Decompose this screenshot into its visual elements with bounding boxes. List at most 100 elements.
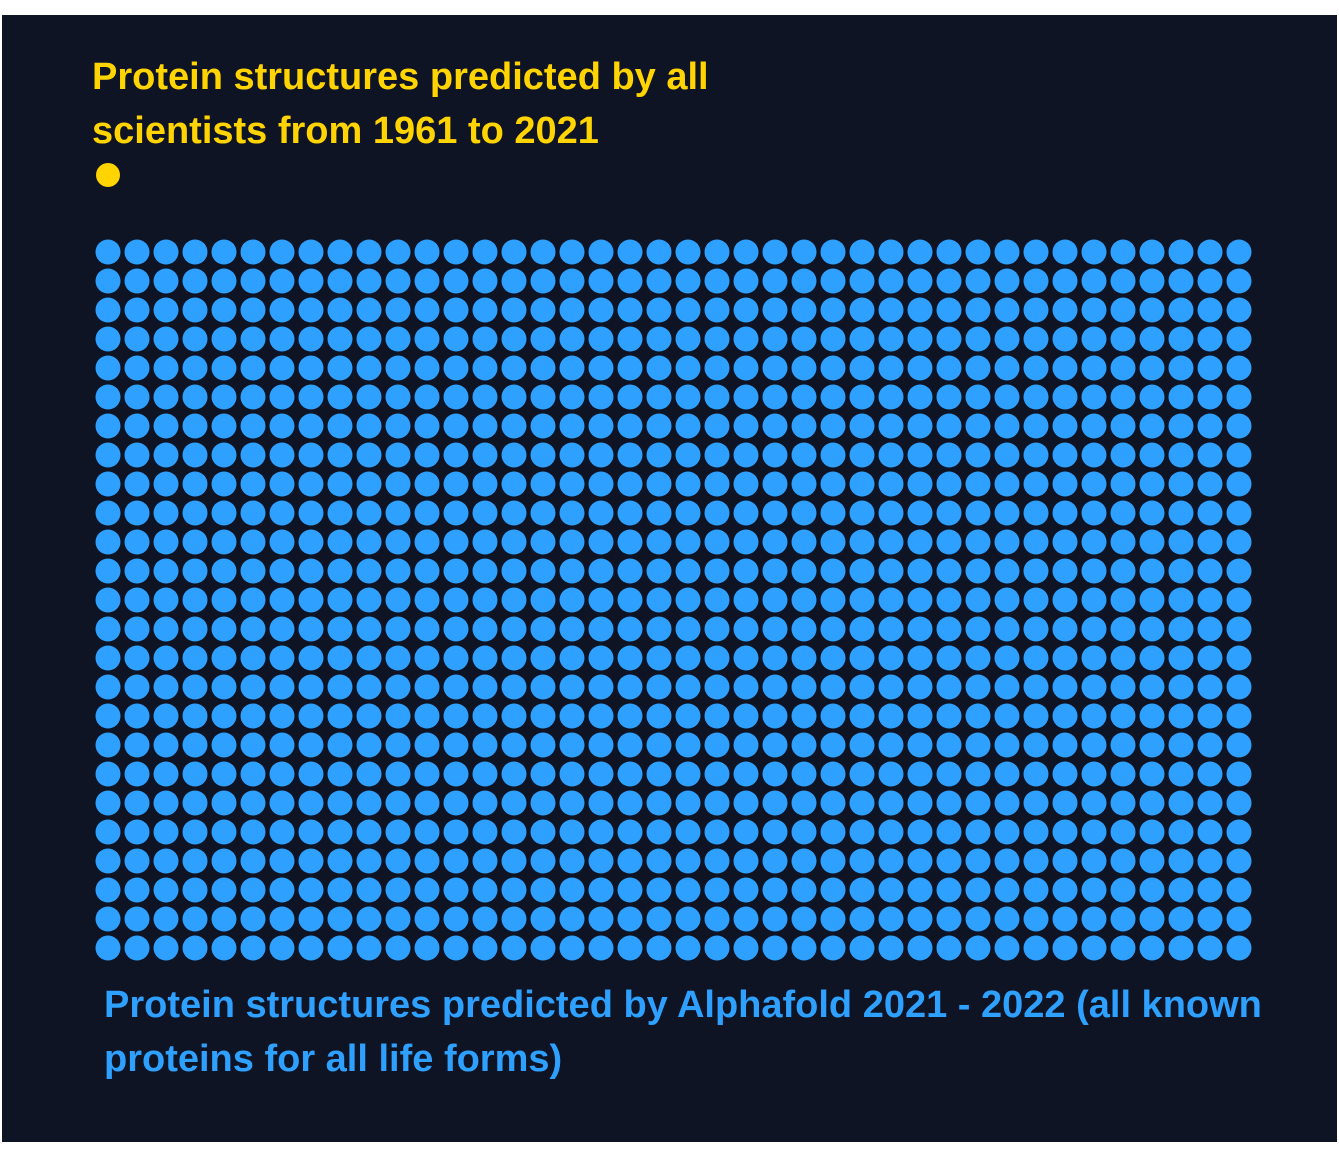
unit-dot <box>878 703 904 729</box>
unit-dot <box>501 790 527 816</box>
unit-dot <box>1197 587 1223 613</box>
unit-dot <box>675 384 701 410</box>
unit-dot <box>298 877 324 903</box>
unit-dot <box>994 413 1020 439</box>
unit-dot <box>559 471 585 497</box>
unit-dot <box>820 355 846 381</box>
unit-dot <box>530 790 556 816</box>
unit-dot <box>791 558 817 584</box>
unit-dot <box>965 645 991 671</box>
unit-dot <box>124 558 150 584</box>
unit-dot <box>675 355 701 381</box>
unit-dot <box>646 500 672 526</box>
unit-dot <box>240 413 266 439</box>
unit-dot <box>733 645 759 671</box>
unit-dot <box>269 616 295 642</box>
unit-dot <box>733 529 759 555</box>
unit-dot <box>298 297 324 323</box>
unit-dot <box>617 471 643 497</box>
unit-dot <box>936 848 962 874</box>
unit-dot <box>501 645 527 671</box>
unit-dot <box>849 587 875 613</box>
unit-dot <box>1139 471 1165 497</box>
unit-dot <box>472 384 498 410</box>
unit-dot <box>849 790 875 816</box>
unit-dot <box>994 906 1020 932</box>
unit-dot <box>1168 268 1194 294</box>
unit-dot <box>327 848 353 874</box>
unit-dot <box>704 239 730 265</box>
unit-dot <box>472 500 498 526</box>
unit-dot <box>1139 790 1165 816</box>
unit-dot <box>269 471 295 497</box>
unit-dot <box>907 326 933 352</box>
unit-dot <box>356 384 382 410</box>
unit-dot <box>849 848 875 874</box>
unit-dot <box>530 239 556 265</box>
unit-dot <box>559 558 585 584</box>
unit-dot <box>559 587 585 613</box>
unit-dot <box>530 645 556 671</box>
unit-dot <box>1023 674 1049 700</box>
unit-dot <box>472 471 498 497</box>
unit-dot <box>1197 877 1223 903</box>
unit-dot <box>878 877 904 903</box>
unit-dot <box>704 355 730 381</box>
unit-dot <box>211 326 237 352</box>
unit-dot <box>1052 558 1078 584</box>
unit-dot <box>820 674 846 700</box>
unit-dot <box>298 935 324 961</box>
unit-dot <box>907 703 933 729</box>
unit-dot <box>617 326 643 352</box>
unit-dot <box>501 761 527 787</box>
unit-dot <box>269 790 295 816</box>
unit-dot <box>443 732 469 758</box>
unit-dot <box>443 268 469 294</box>
unit-dot <box>617 848 643 874</box>
unit-dot <box>559 703 585 729</box>
unit-dot <box>820 732 846 758</box>
unit-dot <box>269 674 295 700</box>
unit-dot <box>356 558 382 584</box>
unit-dot <box>327 500 353 526</box>
unit-dot <box>298 384 324 410</box>
unit-dot <box>762 877 788 903</box>
unit-dot <box>153 413 179 439</box>
unit-dot <box>298 819 324 845</box>
unit-dot <box>269 906 295 932</box>
unit-dot <box>1023 529 1049 555</box>
unit-dot <box>211 239 237 265</box>
unit-dot <box>95 848 121 874</box>
unit-dot <box>240 500 266 526</box>
unit-dot <box>240 906 266 932</box>
unit-dot <box>588 355 614 381</box>
unit-dot <box>617 819 643 845</box>
unit-dot <box>646 819 672 845</box>
unit-dot <box>733 355 759 381</box>
unit-dot <box>182 297 208 323</box>
unit-dot <box>269 587 295 613</box>
unit-dot <box>414 297 440 323</box>
unit-dot <box>327 674 353 700</box>
unit-dot <box>994 674 1020 700</box>
unit-dot <box>269 413 295 439</box>
unit-dot <box>791 413 817 439</box>
unit-dot <box>385 645 411 671</box>
unit-dot <box>327 558 353 584</box>
unit-dot <box>820 500 846 526</box>
unit-dot <box>1197 935 1223 961</box>
unit-dot <box>1110 529 1136 555</box>
unit-dot <box>1052 848 1078 874</box>
unit-dot <box>298 645 324 671</box>
unit-dot <box>1110 674 1136 700</box>
unit-dot <box>1023 877 1049 903</box>
unit-dot <box>994 819 1020 845</box>
unit-dot <box>385 326 411 352</box>
unit-dot <box>849 906 875 932</box>
unit-dot <box>211 471 237 497</box>
unit-dot <box>646 906 672 932</box>
unit-dot <box>1081 645 1107 671</box>
unit-dot <box>1168 819 1194 845</box>
unit-dot <box>1226 587 1252 613</box>
unit-dot <box>443 587 469 613</box>
